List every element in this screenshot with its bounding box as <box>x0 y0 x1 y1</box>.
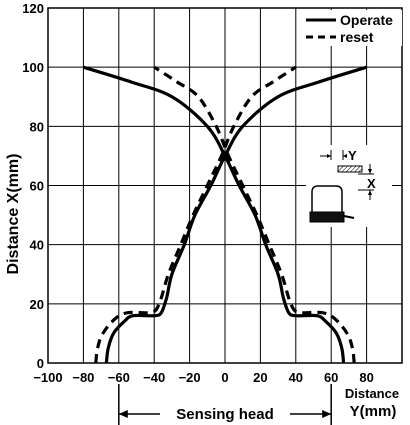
x-tick-label: 60 <box>324 370 338 385</box>
inset-x-label: X <box>367 176 376 191</box>
x-axis-label-line1: Distance <box>345 386 399 401</box>
y-tick-label: 100 <box>22 60 44 75</box>
series-operate-curve-right <box>82 65 346 364</box>
target-plate <box>337 165 363 173</box>
plot-frame <box>47 7 403 364</box>
series-layer <box>82 65 368 364</box>
legend-label-reset: reset <box>340 29 374 45</box>
y-tick-label: 60 <box>30 179 44 194</box>
tick-labels: −100 −80 −60 −40 −20 0 20 40 60 80 0 20 40 60 80 100 120 <box>22 1 374 385</box>
series-reset-curve-right <box>153 65 356 364</box>
x-tick-label: 40 <box>289 370 303 385</box>
x-tick-label: −80 <box>72 370 94 385</box>
x-tick-label: −100 <box>33 370 62 385</box>
x-tick-label: 20 <box>253 370 267 385</box>
y-tick-label: 0 <box>37 356 44 371</box>
sensing-head-annotation: Sensing head <box>118 384 332 425</box>
x-tick-label: −40 <box>143 370 165 385</box>
series-reset-curve-left <box>94 65 297 364</box>
sensing-head-label: Sensing head <box>176 406 274 423</box>
x-axis-label-line2: Y(mm) <box>350 403 397 420</box>
y-tick-label: 120 <box>22 1 44 16</box>
x-tick-label: −60 <box>108 370 130 385</box>
y-tick-label: 20 <box>30 297 44 312</box>
x-tick-label: −20 <box>179 370 201 385</box>
legend: Operate reset <box>300 10 402 46</box>
grid <box>48 8 402 363</box>
series-operate-curve-left <box>104 65 368 364</box>
inset-y-label: Y <box>348 148 357 163</box>
sensor-body <box>311 185 343 215</box>
y-axis-label: Distance X(mm) <box>5 154 22 275</box>
y-tick-label: 40 <box>30 238 44 253</box>
legend-label-operate: Operate <box>340 12 393 28</box>
x-tick-label: 0 <box>221 370 228 385</box>
y-tick-label: 80 <box>30 119 44 134</box>
x-tick-label: 80 <box>359 370 373 385</box>
sensor-inset: Y X <box>306 145 392 227</box>
